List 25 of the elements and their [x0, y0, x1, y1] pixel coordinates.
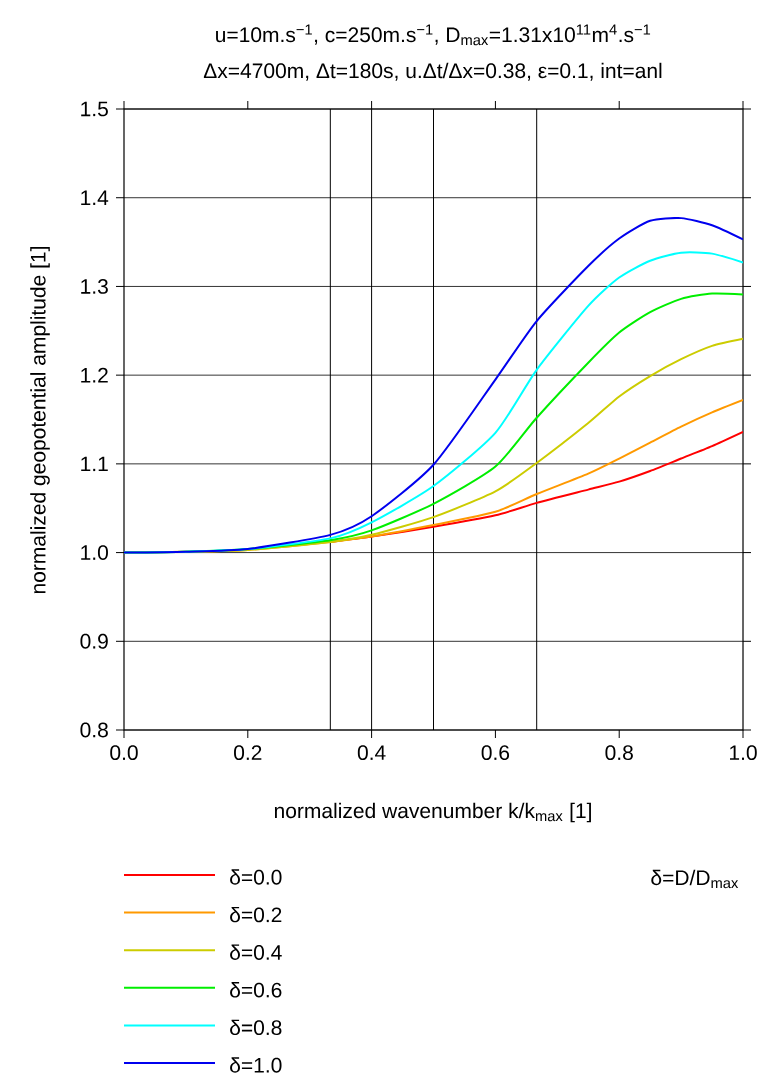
y-tick-label: 0.9	[80, 633, 108, 649]
y-tick-label: 1.3	[81, 279, 108, 294]
chart-title: u=10m.s$^{−1}$, c=250m.s$^{−1}$, D$_{max}$=1.31x10$^{11}$m$^{4}$.s$^{−1}$	[216, 24, 651, 46]
legend-label: δ=0.0	[230, 869, 282, 885]
y-tick-label: 0.8	[80, 722, 108, 738]
x-tick-label: 0.4	[357, 745, 386, 761]
x-tick-label: 0.6	[481, 745, 510, 761]
x-tick-label: 0.8	[605, 745, 633, 761]
legend-label: δ=1.0	[230, 1057, 282, 1073]
y-tick-label: 1.0	[81, 545, 108, 561]
y-tick-label: 1.4	[81, 190, 109, 205]
legend-label: δ=0.2	[230, 906, 282, 923]
legend-label: δ=0.4	[230, 944, 282, 960]
x-axis-title: normalized wavenumber k/k$_{max}$ [1]	[274, 802, 591, 823]
chart-subtitle: Δx=4700m, Δt=180s, u.Δt/Δx=0.38, ε=0.1, int=anl	[203, 62, 662, 81]
y-tick-label: 1.5	[81, 101, 108, 117]
legend-label: δ=0.8	[230, 1019, 282, 1036]
y-tick-label: 1.1	[81, 456, 108, 472]
legend-label: δ=0.6	[230, 982, 282, 998]
x-tick-label: 0.0	[110, 745, 138, 761]
x-tick-label: 0.2	[234, 745, 262, 761]
legend-title: δ=D/D$_{max}$	[651, 869, 739, 889]
y-tick-label: 1.2	[81, 367, 108, 383]
x-tick-label: 1.0	[730, 745, 757, 761]
y-axis-title: normalized geopotential amplitude [1]	[30, 247, 50, 594]
